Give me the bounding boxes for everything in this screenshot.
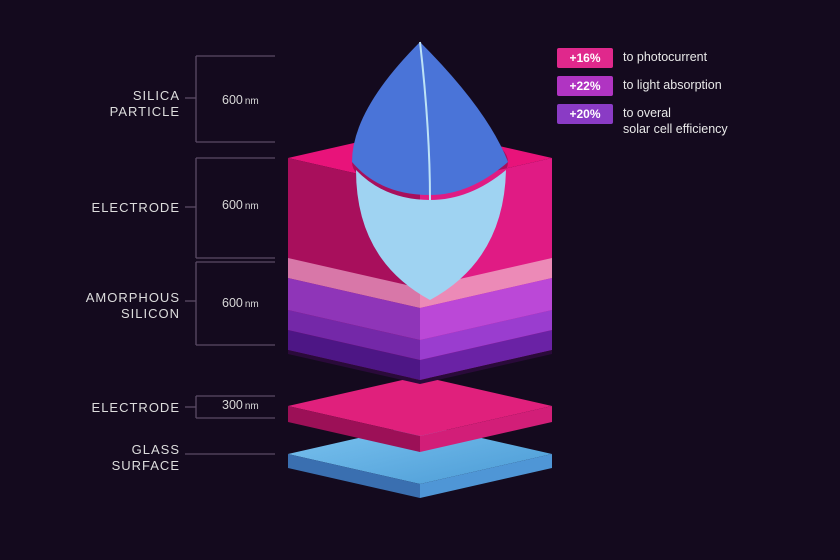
diagram-canvas: SILICAPARTICLE ELECTRODE AMORPHOUSSILICO… <box>0 0 840 560</box>
main-block <box>288 42 552 380</box>
layer-stack <box>0 0 840 560</box>
electrode-bottom-layer <box>288 376 552 452</box>
